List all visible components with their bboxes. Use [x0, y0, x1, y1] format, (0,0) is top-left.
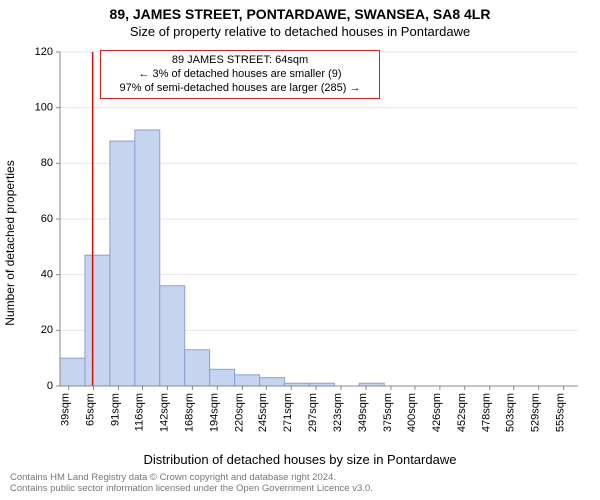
svg-text:142sqm: 142sqm — [158, 393, 170, 432]
x-axis-title: Distribution of detached houses by size … — [0, 452, 600, 467]
histogram-chart: 0 20 40 60 80 100 120 39sqm 65sqm 91sqm 116sqm 142s… — [18, 46, 588, 446]
footer-line-1: Contains HM Land Registry data © Crown c… — [10, 472, 590, 483]
svg-text:100: 100 — [35, 102, 53, 114]
svg-text:529sqm: 529sqm — [530, 393, 542, 432]
footer-attribution: Contains HM Land Registry data © Crown c… — [10, 472, 590, 495]
svg-text:40: 40 — [41, 269, 53, 281]
svg-text:323sqm: 323sqm — [332, 393, 344, 432]
marker-callout: 89 JAMES STREET: 64sqm ← 3% of detached … — [100, 50, 380, 99]
svg-text:452sqm: 452sqm — [456, 393, 468, 432]
svg-text:426sqm: 426sqm — [431, 393, 443, 432]
address-title: 89, JAMES STREET, PONTARDAWE, SWANSEA, S… — [0, 6, 600, 22]
svg-text:168sqm: 168sqm — [183, 393, 195, 432]
svg-text:120: 120 — [35, 46, 53, 58]
chart-title: Size of property relative to detached ho… — [0, 24, 600, 39]
svg-text:0: 0 — [47, 380, 53, 392]
chart-svg: 0 20 40 60 80 100 120 39sqm 65sqm 91sqm 116sqm 142s… — [18, 46, 588, 446]
svg-text:65sqm: 65sqm — [85, 393, 97, 426]
svg-text:60: 60 — [41, 213, 53, 225]
svg-text:80: 80 — [41, 157, 53, 169]
svg-text:297sqm: 297sqm — [307, 393, 319, 432]
svg-text:245sqm: 245sqm — [257, 393, 269, 432]
svg-text:91sqm: 91sqm — [110, 393, 122, 426]
svg-text:39sqm: 39sqm — [60, 393, 72, 426]
svg-text:220sqm: 220sqm — [233, 393, 245, 432]
svg-text:20: 20 — [41, 324, 53, 336]
callout-line-1: 89 JAMES STREET: 64sqm — [107, 54, 373, 68]
svg-text:478sqm: 478sqm — [481, 393, 493, 432]
svg-text:116sqm: 116sqm — [133, 393, 145, 431]
callout-line-3: 97% of semi-detached houses are larger (… — [107, 82, 373, 96]
page-root: 89, JAMES STREET, PONTARDAWE, SWANSEA, S… — [0, 0, 600, 500]
svg-text:555sqm: 555sqm — [555, 393, 567, 432]
y-axis-label-wrap: Number of detached properties — [0, 46, 18, 446]
footer-line-2: Contains public sector information licen… — [10, 483, 590, 494]
svg-text:349sqm: 349sqm — [357, 393, 369, 432]
y-axis-label: Number of detached properties — [3, 63, 17, 423]
svg-text:375sqm: 375sqm — [382, 393, 394, 432]
svg-text:194sqm: 194sqm — [208, 393, 220, 432]
callout-line-2: ← 3% of detached houses are smaller (9) — [107, 68, 373, 82]
svg-text:400sqm: 400sqm — [406, 393, 418, 432]
svg-text:271sqm: 271sqm — [282, 393, 294, 432]
svg-text:503sqm: 503sqm — [505, 393, 517, 432]
